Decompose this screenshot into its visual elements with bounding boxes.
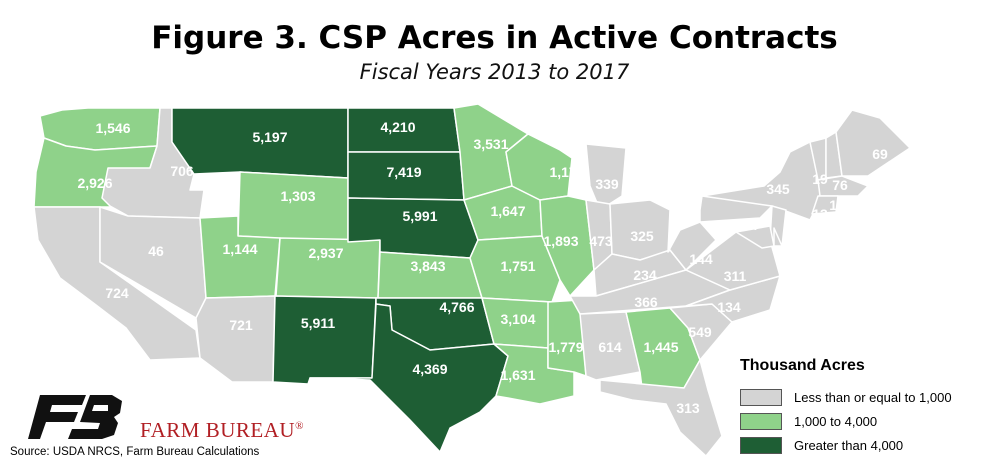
state-value-va: 311 (724, 268, 747, 284)
legend-item-mid: 1,000 to 4,000 (740, 409, 985, 433)
state-value-mi: 339 (595, 176, 619, 192)
state-value-or: 2,926 (77, 175, 112, 191)
legend-label-low: Less than or equal to 1,000 (794, 389, 952, 405)
brand-name: FARM BUREAU® (140, 418, 304, 443)
state-value-ma: 10 (829, 197, 845, 213)
state-value-ks: 3,843 (410, 258, 445, 274)
state-value-ga: 1,445 (643, 339, 678, 355)
legend: Thousand Acres Less than or equal to 1,0… (740, 357, 985, 457)
state-al (579, 311, 641, 381)
source-note: Source: USDA NRCS, Farm Bureau Calculati… (10, 446, 260, 458)
legend-swatch-low (740, 388, 782, 406)
state-value-pa: 294 (734, 217, 758, 233)
legend-swatch-mid (740, 412, 782, 430)
state-value-sd: 7,419 (386, 164, 421, 180)
state-value-nd: 4,210 (380, 119, 415, 135)
state-value-labels: 1,546 2,926 724 706 46 5,197 1,303 1,144 721 2,93… (77, 119, 888, 416)
state-value-in: 473 (589, 233, 613, 249)
state-wi (505, 133, 573, 201)
state-value-nv: 46 (148, 243, 164, 259)
state-value-me: 69 (872, 146, 888, 162)
brand-text: FARM BUREAU (140, 418, 296, 442)
state-me (835, 109, 911, 177)
state-value-ok: 4,766 (439, 299, 474, 315)
state-value-ne: 5,991 (402, 208, 437, 224)
legend-title: Thousand Acres (740, 357, 865, 374)
state-value-de: 2 (792, 241, 800, 257)
state-value-ky: 234 (633, 267, 657, 283)
state-value-mo: 1,751 (500, 258, 535, 274)
brand-registered-mark: ® (295, 420, 304, 432)
state-value-ut: 1,144 (222, 241, 257, 257)
state-value-fl: 313 (676, 400, 700, 416)
state-value-tn: 366 (634, 294, 658, 310)
state-value-ny: 345 (766, 181, 790, 197)
chart-title: Figure 3. CSP Acres in Active Contracts (151, 20, 838, 56)
state-ct (811, 195, 839, 215)
state-shapes (33, 103, 911, 457)
state-value-tx: 4,369 (412, 361, 447, 377)
state-value-ar: 3,104 (500, 311, 535, 327)
state-value-nh: 76 (832, 177, 848, 193)
farm-bureau-fb-logo-icon (28, 395, 122, 439)
state-value-ms: 1,779 (548, 339, 583, 355)
state-value-nc: 134 (717, 299, 741, 315)
state-value-oh: 325 (630, 228, 654, 244)
chart-subtitle: Fiscal Years 2013 to 2017 (359, 60, 630, 84)
legend-label-mid: 1,000 to 4,000 (794, 413, 878, 429)
state-value-sc: 549 (688, 324, 712, 340)
state-value-id: 706 (170, 163, 194, 179)
state-value-il: 1,893 (543, 233, 578, 249)
state-value-la: 1,631 (500, 367, 535, 383)
state-mi (585, 143, 627, 211)
legend-swatch-high (740, 436, 782, 454)
state-fl (599, 359, 723, 457)
state-az (195, 295, 276, 383)
state-value-mt: 5,197 (252, 129, 287, 145)
state-value-az: 721 (229, 317, 253, 333)
state-value-wa: 1,546 (95, 120, 130, 136)
legend-item-low: Less than or equal to 1,000 (740, 385, 985, 409)
state-value-ca: 724 (105, 285, 129, 301)
state-value-wy: 1,303 (280, 188, 315, 204)
state-value-nj: 1 (796, 234, 804, 250)
state-de (773, 227, 783, 247)
state-value-ia: 1,647 (490, 203, 525, 219)
state-il (539, 195, 595, 297)
state-value-al: 614 (598, 339, 622, 355)
state-va (685, 231, 781, 291)
state-value-mn: 3,531 (473, 136, 508, 152)
legend-item-high: Greater than 4,000 (740, 433, 985, 457)
state-value-nm: 5,911 (301, 315, 335, 331)
state-ma (817, 175, 869, 197)
state-value-wv: 144 (689, 251, 713, 267)
state-value-wi: 1,178 (549, 164, 584, 180)
state-nm (272, 295, 377, 385)
state-tx (309, 303, 509, 453)
state-value-md: 2 (778, 245, 786, 261)
state-value-vt: 19 (812, 171, 828, 187)
state-wy (237, 171, 349, 243)
state-value-co: 2,937 (308, 245, 343, 261)
state-value-ct: 13 (812, 206, 828, 222)
legend-label-high: Greater than 4,000 (794, 437, 904, 453)
